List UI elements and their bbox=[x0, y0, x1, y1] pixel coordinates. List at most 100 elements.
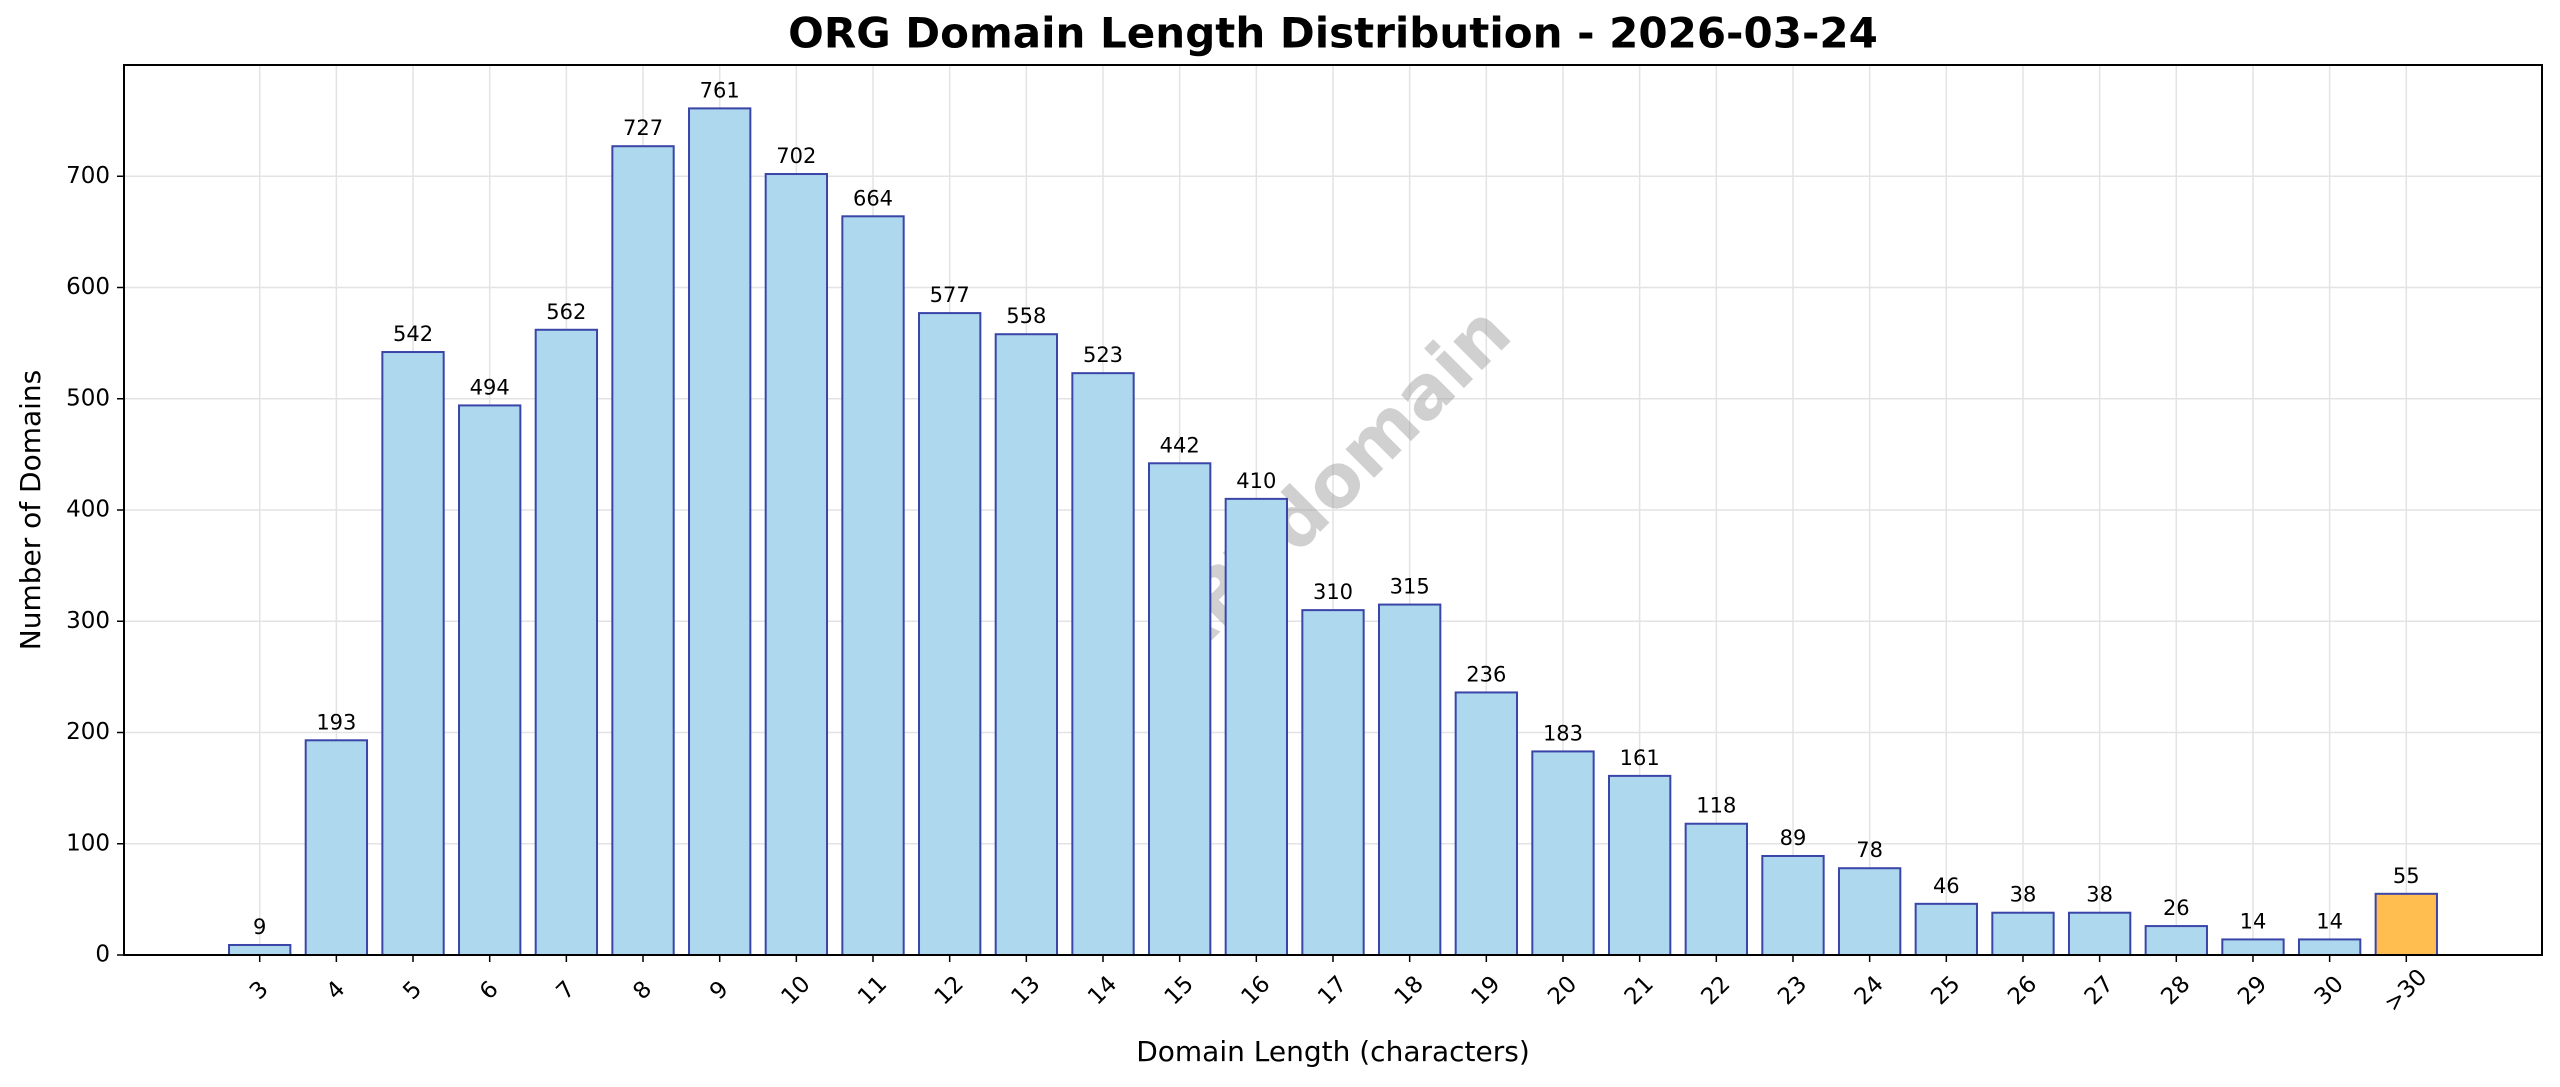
bar bbox=[688, 107, 752, 956]
value-label: 562 bbox=[546, 300, 586, 324]
y-axis-label: Number of Domains bbox=[14, 370, 47, 651]
x-tick-label: 26 bbox=[2003, 971, 2042, 1010]
x-tick-label: 17 bbox=[1313, 971, 1352, 1010]
bar bbox=[918, 312, 982, 956]
x-tick-label: 13 bbox=[1006, 971, 1045, 1010]
bar bbox=[304, 739, 369, 956]
bar bbox=[534, 328, 599, 956]
value-label: 9 bbox=[253, 915, 266, 939]
x-tick-label: 27 bbox=[2080, 971, 2119, 1010]
x-tick-label: 29 bbox=[2233, 971, 2272, 1010]
value-label: 89 bbox=[1780, 826, 1807, 850]
bar bbox=[228, 943, 292, 956]
x-tick-label: 15 bbox=[1160, 971, 1199, 1010]
x-tick-label: 14 bbox=[1083, 971, 1122, 1010]
bar bbox=[1224, 497, 1289, 956]
x-tick-label: 6 bbox=[475, 976, 504, 1005]
value-label: 46 bbox=[1933, 874, 1960, 898]
value-label: 55 bbox=[2393, 864, 2420, 888]
x-tick-label: 16 bbox=[1236, 971, 1275, 1010]
bar bbox=[381, 351, 445, 956]
value-label: 410 bbox=[1236, 469, 1276, 493]
value-label: 38 bbox=[2086, 883, 2113, 907]
x-tick-label: 25 bbox=[1926, 971, 1965, 1010]
bar bbox=[764, 173, 829, 956]
bar bbox=[1377, 603, 1442, 956]
value-label: 727 bbox=[623, 116, 663, 140]
bar bbox=[2067, 911, 2132, 956]
x-tick-label: 10 bbox=[776, 971, 815, 1010]
value-label: 315 bbox=[1390, 575, 1430, 599]
value-label: 78 bbox=[1856, 838, 1883, 862]
bar bbox=[1684, 822, 1748, 956]
bar bbox=[2297, 938, 2362, 956]
y-tick-label: 200 bbox=[66, 719, 110, 745]
value-label: 161 bbox=[1620, 746, 1660, 770]
value-label: 558 bbox=[1006, 304, 1046, 328]
x-tick-label: 20 bbox=[1543, 971, 1582, 1010]
y-tick-label: 400 bbox=[66, 497, 110, 523]
x-tick-label: 8 bbox=[628, 976, 657, 1005]
value-label: 26 bbox=[2163, 896, 2190, 920]
bar bbox=[841, 215, 905, 957]
x-tick-label: 19 bbox=[1466, 971, 1505, 1010]
y-tick-label: 700 bbox=[66, 163, 110, 189]
x-tick-label: 3 bbox=[245, 976, 274, 1005]
bar bbox=[994, 333, 1059, 957]
y-tick-label: 600 bbox=[66, 274, 110, 300]
value-label: 310 bbox=[1313, 580, 1353, 604]
value-label: 236 bbox=[1466, 662, 1506, 686]
x-tick-label: 5 bbox=[398, 976, 427, 1005]
x-tick-label: >30 bbox=[2380, 964, 2433, 1017]
bar bbox=[1531, 750, 1595, 956]
y-tick-label: 300 bbox=[66, 608, 110, 634]
y-tick-label: 500 bbox=[66, 385, 110, 411]
value-label: 702 bbox=[776, 144, 816, 168]
chart-title: ORG Domain Length Distribution - 2026-03… bbox=[788, 9, 1878, 58]
x-axis-label: Domain Length (characters) bbox=[1136, 1035, 1530, 1068]
value-label: 14 bbox=[2316, 909, 2343, 933]
bar bbox=[2144, 925, 2208, 957]
bar bbox=[1454, 691, 1518, 956]
x-tick-label: 18 bbox=[1390, 971, 1429, 1010]
value-label: 193 bbox=[316, 710, 356, 734]
value-label: 577 bbox=[930, 283, 970, 307]
bar bbox=[1991, 911, 2055, 956]
plot-frame bbox=[123, 64, 2543, 956]
x-tick-label: 24 bbox=[1850, 971, 1889, 1010]
value-label: 38 bbox=[2010, 883, 2037, 907]
x-tick-label: 22 bbox=[1696, 971, 1735, 1010]
bar bbox=[1148, 462, 1212, 956]
bar bbox=[1914, 902, 1978, 957]
bar bbox=[1761, 854, 1825, 956]
y-tick-label: 100 bbox=[66, 830, 110, 856]
bar bbox=[1837, 867, 1902, 956]
x-tick-label: 30 bbox=[2310, 971, 2349, 1010]
bar bbox=[458, 404, 522, 956]
value-label: 183 bbox=[1543, 721, 1583, 745]
x-tick-label: 7 bbox=[552, 976, 581, 1005]
x-tick-label: 12 bbox=[930, 971, 969, 1010]
value-label: 118 bbox=[1696, 794, 1736, 818]
bar bbox=[1301, 609, 1365, 956]
bar bbox=[611, 145, 675, 956]
x-tick-label: 28 bbox=[2156, 971, 2195, 1010]
value-label: 494 bbox=[470, 375, 510, 399]
bar bbox=[1607, 774, 1672, 957]
x-tick-label: 21 bbox=[1620, 971, 1659, 1010]
value-label: 761 bbox=[700, 78, 740, 102]
x-tick-label: 9 bbox=[705, 976, 734, 1005]
x-tick-label: 23 bbox=[1773, 971, 1812, 1010]
value-label: 664 bbox=[853, 186, 893, 210]
value-label: 14 bbox=[2240, 909, 2267, 933]
value-label: 523 bbox=[1083, 343, 1123, 367]
bar bbox=[1071, 372, 1135, 957]
bar bbox=[2221, 938, 2285, 956]
x-tick-label: 11 bbox=[853, 971, 892, 1010]
y-tick-label: 0 bbox=[95, 942, 110, 968]
value-label: 442 bbox=[1160, 433, 1200, 457]
value-label: 542 bbox=[393, 322, 433, 346]
bar bbox=[2374, 892, 2438, 956]
x-tick-label: 4 bbox=[322, 976, 351, 1005]
